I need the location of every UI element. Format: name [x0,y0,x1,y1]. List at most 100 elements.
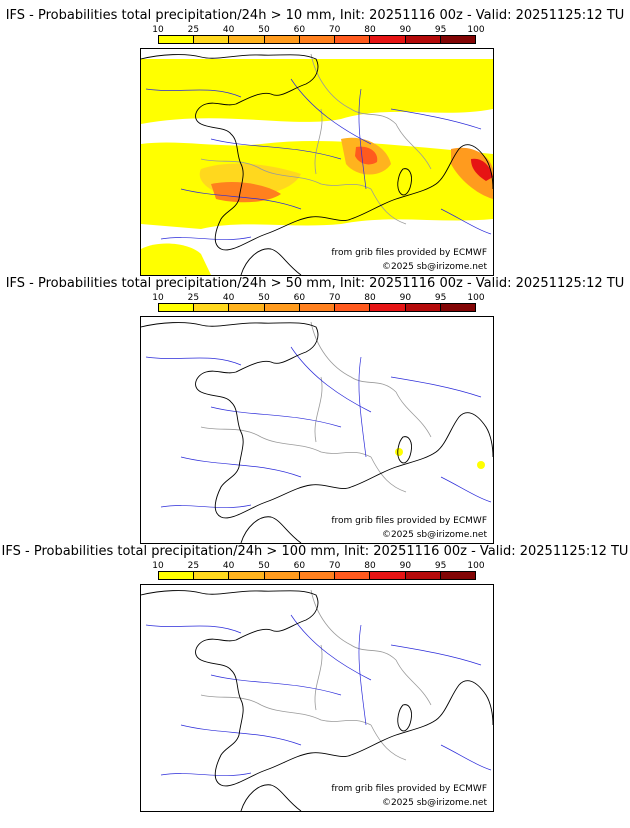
colorbar-segment [370,304,406,311]
colorbar-segment [264,36,300,43]
colorbar-ticks: 10 25 40 50 60 70 80 90 95 100 [142,25,484,35]
river [180,724,302,746]
colorbar-tick-label: 80 [364,25,376,35]
credit-grib: from grib files provided by ECMWF [331,516,487,526]
colorbar-segment [440,36,475,43]
colorbar [158,303,476,312]
colorbar-segment [335,572,371,579]
colorbar-tick-label: 10 [152,293,164,303]
colorbar-tick-label: 60 [293,25,306,35]
colorbar-tick-label: 10 [152,25,164,35]
probability-area [141,141,493,229]
colorbar [158,571,476,580]
colorbar-tick-label: 100 [467,561,485,571]
river [210,138,342,160]
river [210,406,342,428]
admin-border [314,376,323,443]
colorbar-segment [405,36,441,43]
river [290,78,372,145]
admin-border [200,426,262,438]
colorbar-segment [370,36,406,43]
admin-border [200,694,262,706]
coastline [350,144,493,220]
coastline [397,704,412,732]
colorbar-tick-label: 95 [434,293,447,303]
colorbar-tick-label: 70 [328,561,341,571]
colorbar-segment [370,572,406,579]
probability-area [471,158,493,181]
river [180,188,302,210]
admin-border [310,53,397,125]
admin-border [395,123,432,170]
probability-area [451,147,493,199]
colorbar-segment [299,572,336,579]
coastline [350,412,493,488]
map-svg [141,53,493,275]
map-svg [141,321,493,543]
colorbar-segment [159,36,195,43]
colorbar-segment [299,304,336,311]
probability-map: from grib files provided by ECMWF ©2025 … [140,316,494,544]
colorbar-ticks: 10 25 40 50 60 70 80 90 95 100 [142,293,484,303]
river [358,624,367,726]
colorbar-tick-label: 50 [258,293,270,303]
colorbar-tick-label: 25 [187,293,200,303]
panel-100mm: IFS - Probabilities total precipitation/… [0,544,630,814]
colorbar-tick-label: 60 [293,293,306,303]
colorbar-tick-label: 10 [152,561,164,571]
river [358,356,367,458]
colorbar-segment [440,572,475,579]
colorbar-tick-label: 100 [467,25,485,35]
colorbar-tick-label: 70 [328,293,341,303]
panel-50mm: IFS - Probabilities total precipitation/… [0,276,630,546]
admin-border [370,188,407,225]
colorbar-segment [229,572,265,579]
panel-title: IFS - Probabilities total precipitation/… [5,8,625,23]
map-svg [141,589,493,811]
coastline [141,54,352,251]
admin-border [200,158,262,170]
credit-grib: from grib files provided by ECMWF [331,784,487,794]
river [440,208,492,235]
colorbar [158,35,476,44]
admin-border [395,391,432,438]
probability-area [141,59,493,124]
coastline [397,168,412,196]
admin-border [310,589,397,661]
colorbar-segment [229,304,265,311]
credit-copyright: ©2025 sb@irizome.net [381,262,487,272]
river [290,614,372,681]
colorbar-segment [264,572,300,579]
coastline [397,436,412,464]
river [145,88,242,98]
admin-border [314,108,323,175]
admin-border [260,168,372,190]
coastline [240,248,302,275]
colorbar-tick-label: 95 [434,25,447,35]
colorbar-tick-label: 50 [258,561,270,571]
probability-area [477,461,485,469]
river [440,744,492,771]
colorbar-segment [405,572,441,579]
credit-copyright: ©2025 sb@irizome.net [381,798,487,808]
colorbar-segment [299,36,336,43]
river [290,346,372,413]
probability-map: from grib files provided by ECMWF ©2025 … [140,584,494,812]
river [440,476,492,503]
colorbar-tick-label: 25 [187,561,200,571]
panel-title: IFS - Probabilities total precipitation/… [1,544,629,559]
colorbar-tick-label: 80 [364,293,376,303]
admin-border [370,724,407,761]
river [180,456,302,478]
colorbar-segment [264,304,300,311]
colorbar-tick-label: 90 [399,25,412,35]
colorbar-tick-label: 70 [328,25,341,35]
colorbar-segment [194,572,230,579]
probability-area [141,243,211,275]
colorbar-segment [229,36,265,43]
admin-border [370,456,407,493]
colorbar-tick-label: 40 [222,293,235,303]
colorbar-tick-label: 25 [187,25,200,35]
river [160,504,252,508]
river [390,108,482,130]
